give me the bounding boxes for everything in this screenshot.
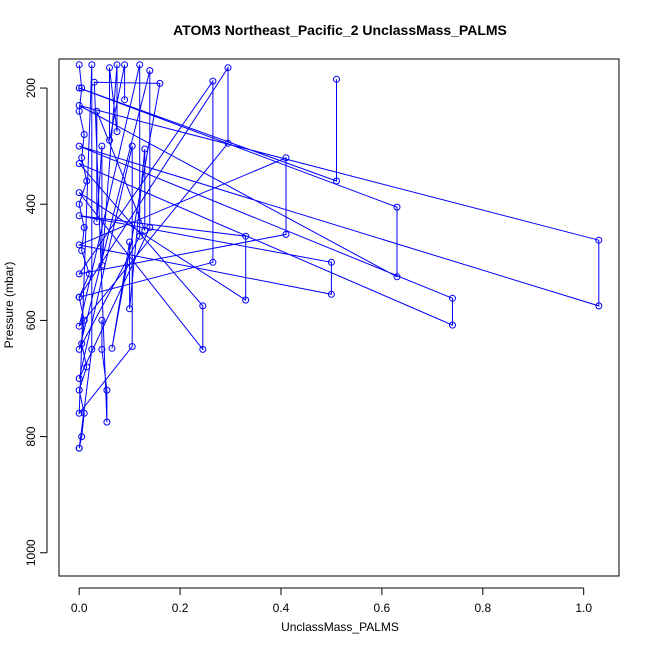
y-tick-label: 800 [24,426,38,446]
data-point [103,418,111,426]
x-tick-label: 0.4 [273,601,290,615]
data-point [282,154,290,162]
data-point [209,77,217,85]
data-point [90,78,98,86]
data-point [78,154,86,162]
data-point [199,345,207,353]
series-line [78,64,90,449]
data-point [78,84,86,92]
data-point [333,75,340,83]
y-tick-label: 200 [24,78,38,98]
x-tick-label: 0.0 [71,601,88,615]
data-point [78,247,86,255]
data-point [393,203,401,211]
data-point [108,344,116,352]
data-point [75,345,83,353]
data-point [121,61,129,69]
data-point [146,224,154,231]
data-point [209,258,217,266]
y-tick-label: 400 [24,194,38,214]
series-line [77,64,600,449]
data-point [83,177,91,185]
data-point [393,273,401,281]
chart-title: ATOM3 Northeast_Pacific_2 UnclassMass_PA… [173,22,507,38]
data-point [75,293,83,301]
data-point [242,296,250,304]
x-tick-label: 0.8 [474,601,491,615]
data-point [75,270,83,278]
data-point [113,61,121,69]
data-point [75,322,83,330]
data-point [449,294,456,302]
data-point [146,67,154,75]
data-point [75,375,83,382]
data-point [103,386,111,394]
x-axis: 0.0 0.2 0.4 0.6 0.8 1.0 [71,587,592,615]
data-point [93,107,101,115]
data-point [126,238,134,246]
data-point [595,236,603,244]
data-point [449,321,456,329]
data-point [75,386,83,394]
y-axis-label: Pressure (mbar) [2,262,16,349]
data-point [224,64,232,72]
y-tick-label: 600 [24,310,38,330]
data-point [242,232,250,240]
data-point [75,189,83,197]
data-point [75,107,83,115]
data-point [199,302,207,310]
series-line [93,64,161,423]
data-point [141,226,149,234]
data-point [98,261,106,269]
data-point [88,345,96,353]
y-axis: 200 400 600 800 1000 [24,78,48,566]
data-point [98,316,106,324]
data-point [93,218,101,226]
data-point [80,131,88,138]
data-point [128,142,136,150]
data-point [85,270,93,278]
data-point [141,145,149,153]
data-point [113,128,121,136]
x-tick-label: 0.6 [374,601,391,615]
data-point [75,444,83,452]
data-point [88,61,96,69]
data-point [136,61,144,69]
x-tick-label: 0.2 [172,601,189,615]
data-point [75,61,83,69]
data-point [75,160,83,168]
data-point [75,200,83,208]
data-point [327,258,335,266]
plot-area [75,61,603,452]
data-point [156,79,164,87]
x-tick-label: 1.0 [575,601,592,615]
data-point [595,302,603,310]
data-point [327,290,335,298]
data-point [98,142,106,150]
data-point [126,305,134,313]
data-point [78,433,86,441]
data-point [106,136,113,144]
data-point [78,340,86,348]
data-point [98,345,106,353]
data-point [80,409,88,417]
data-point [282,230,290,238]
data-point [75,142,83,150]
data-point [128,343,136,350]
y-tick-label: 1000 [24,539,38,566]
data-point [106,64,113,72]
data-point [333,177,340,185]
data-point [75,409,83,417]
data-point [83,363,91,371]
data-point [224,139,232,147]
data-point [121,96,129,104]
data-point [80,224,88,231]
plot-frame [58,58,620,577]
x-axis-label: UnclassMass_PALMS [281,620,399,634]
data-point [80,316,88,324]
